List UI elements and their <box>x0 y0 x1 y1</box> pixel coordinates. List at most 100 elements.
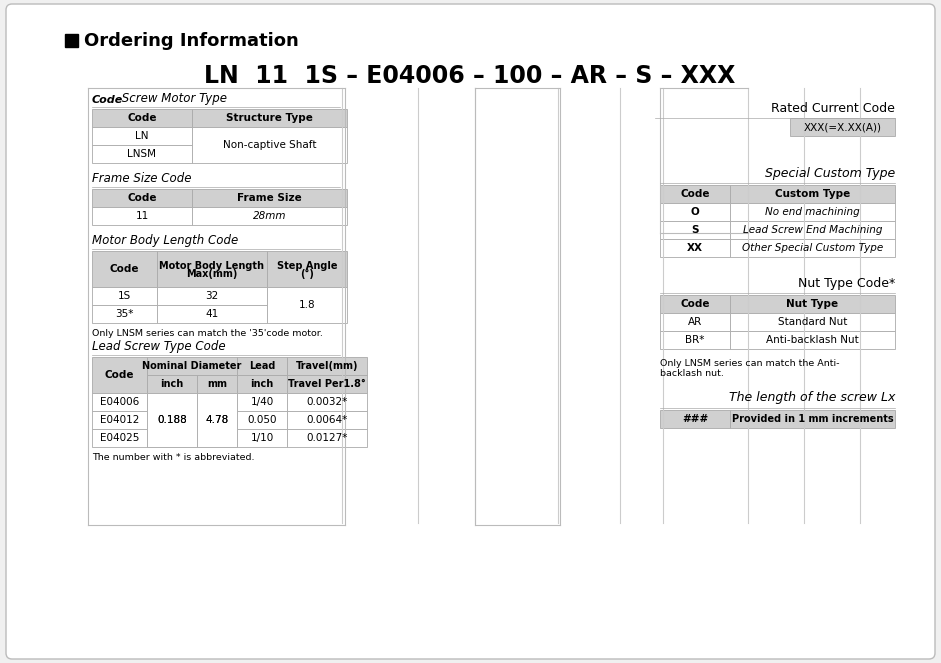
Text: Frame Size: Frame Size <box>237 193 302 203</box>
Bar <box>730 410 895 428</box>
Text: Travel(mm): Travel(mm) <box>295 361 359 371</box>
Bar <box>192 189 347 207</box>
Text: 0.188: 0.188 <box>157 415 187 425</box>
Text: Step Angle: Step Angle <box>277 261 337 271</box>
Text: Anti-backlash Nut: Anti-backlash Nut <box>766 335 859 345</box>
Bar <box>147 393 197 447</box>
Text: 0.050: 0.050 <box>247 415 277 425</box>
Text: BR*: BR* <box>685 335 705 345</box>
Text: 1/10: 1/10 <box>250 433 274 443</box>
Text: Lead Screw Type Code: Lead Screw Type Code <box>92 340 226 353</box>
Bar <box>287 393 367 411</box>
Text: 4.78: 4.78 <box>205 415 229 425</box>
Text: 0.0032*: 0.0032* <box>307 397 347 407</box>
Bar <box>147 393 197 411</box>
Text: Other Special Custom Type: Other Special Custom Type <box>742 243 883 253</box>
Bar <box>730 295 895 313</box>
Bar <box>65 34 78 47</box>
Bar <box>660 185 730 203</box>
Bar <box>237 429 287 447</box>
Bar <box>730 239 895 257</box>
Bar <box>92 305 157 323</box>
Text: 0.0064*: 0.0064* <box>307 415 347 425</box>
Bar <box>157 305 267 323</box>
Text: 28mm: 28mm <box>253 211 286 221</box>
Text: LN: LN <box>136 131 149 141</box>
Bar <box>147 411 197 429</box>
Bar <box>197 393 237 411</box>
Bar <box>197 393 237 447</box>
Text: LN  11  1S – E04006 – 100 – AR – S – XXX: LN 11 1S – E04006 – 100 – AR – S – XXX <box>204 64 736 88</box>
Text: Provided in 1 mm increments: Provided in 1 mm increments <box>732 414 893 424</box>
Text: ###: ### <box>682 414 709 424</box>
Text: Code: Code <box>110 264 139 274</box>
Bar <box>267 251 347 287</box>
Text: 32: 32 <box>205 291 218 301</box>
Text: Code: Code <box>127 113 157 123</box>
Bar <box>92 393 147 411</box>
Text: 35*: 35* <box>116 309 134 319</box>
Text: Code: Code <box>92 95 123 105</box>
Bar <box>92 127 192 145</box>
Text: mm: mm <box>207 379 227 389</box>
Text: inch: inch <box>250 379 274 389</box>
Text: Screw Motor Type: Screw Motor Type <box>118 92 227 105</box>
Bar <box>92 145 192 163</box>
Bar <box>237 393 287 411</box>
Text: Nominal Diameter: Nominal Diameter <box>142 361 242 371</box>
Bar <box>192 109 347 127</box>
Bar <box>92 109 192 127</box>
Bar <box>287 375 367 393</box>
Text: E04006: E04006 <box>100 397 139 407</box>
Bar <box>730 203 895 221</box>
Bar <box>237 411 287 429</box>
Bar <box>237 375 287 393</box>
Text: Custom Type: Custom Type <box>774 189 850 199</box>
Bar <box>730 331 895 349</box>
Text: O: O <box>691 207 699 217</box>
Text: Standard Nut: Standard Nut <box>778 317 847 327</box>
Bar <box>157 287 267 305</box>
Bar <box>192 127 347 163</box>
Text: Nut Type: Nut Type <box>787 299 838 309</box>
FancyBboxPatch shape <box>6 4 935 659</box>
Text: Lead Screw End Machining: Lead Screw End Machining <box>742 225 883 235</box>
Text: 1.8: 1.8 <box>298 300 315 310</box>
Bar <box>287 429 367 447</box>
Text: Rated Current Code: Rated Current Code <box>771 101 895 115</box>
Text: 1S: 1S <box>118 291 131 301</box>
Text: Travel Per1.8°: Travel Per1.8° <box>288 379 366 389</box>
Text: Code: Code <box>104 370 135 380</box>
Bar <box>237 357 287 375</box>
Text: Motor Body Length Code: Motor Body Length Code <box>92 234 238 247</box>
Bar <box>147 375 197 393</box>
Text: E04012: E04012 <box>100 415 139 425</box>
Text: XX: XX <box>687 243 703 253</box>
Bar <box>147 357 237 375</box>
Bar <box>157 251 267 287</box>
Text: E04025: E04025 <box>100 433 139 443</box>
Bar <box>660 410 730 428</box>
Bar <box>730 313 895 331</box>
Text: Code: Code <box>127 193 157 203</box>
Text: Code: Code <box>680 299 710 309</box>
Text: Motor Body Length: Motor Body Length <box>160 261 264 271</box>
Text: Only LNSM series can match the '35'code motor.: Only LNSM series can match the '35'code … <box>92 330 323 339</box>
Text: Special Custom Type: Special Custom Type <box>765 166 895 180</box>
Text: backlash nut.: backlash nut. <box>660 369 724 379</box>
Text: XXX(=X.XX(A)): XXX(=X.XX(A)) <box>804 122 882 132</box>
Text: 11: 11 <box>136 211 149 221</box>
Text: The number with * is abbreviated.: The number with * is abbreviated. <box>92 453 254 463</box>
Bar <box>197 375 237 393</box>
Text: 41: 41 <box>205 309 218 319</box>
Text: (°): (°) <box>300 269 314 279</box>
Text: S: S <box>692 225 699 235</box>
Bar <box>267 287 347 323</box>
Bar <box>197 429 237 447</box>
Bar <box>287 357 367 375</box>
Bar <box>660 239 730 257</box>
Text: 4.78: 4.78 <box>205 415 229 425</box>
Text: 0.188: 0.188 <box>157 415 187 425</box>
Bar <box>730 185 895 203</box>
Bar <box>92 287 157 305</box>
